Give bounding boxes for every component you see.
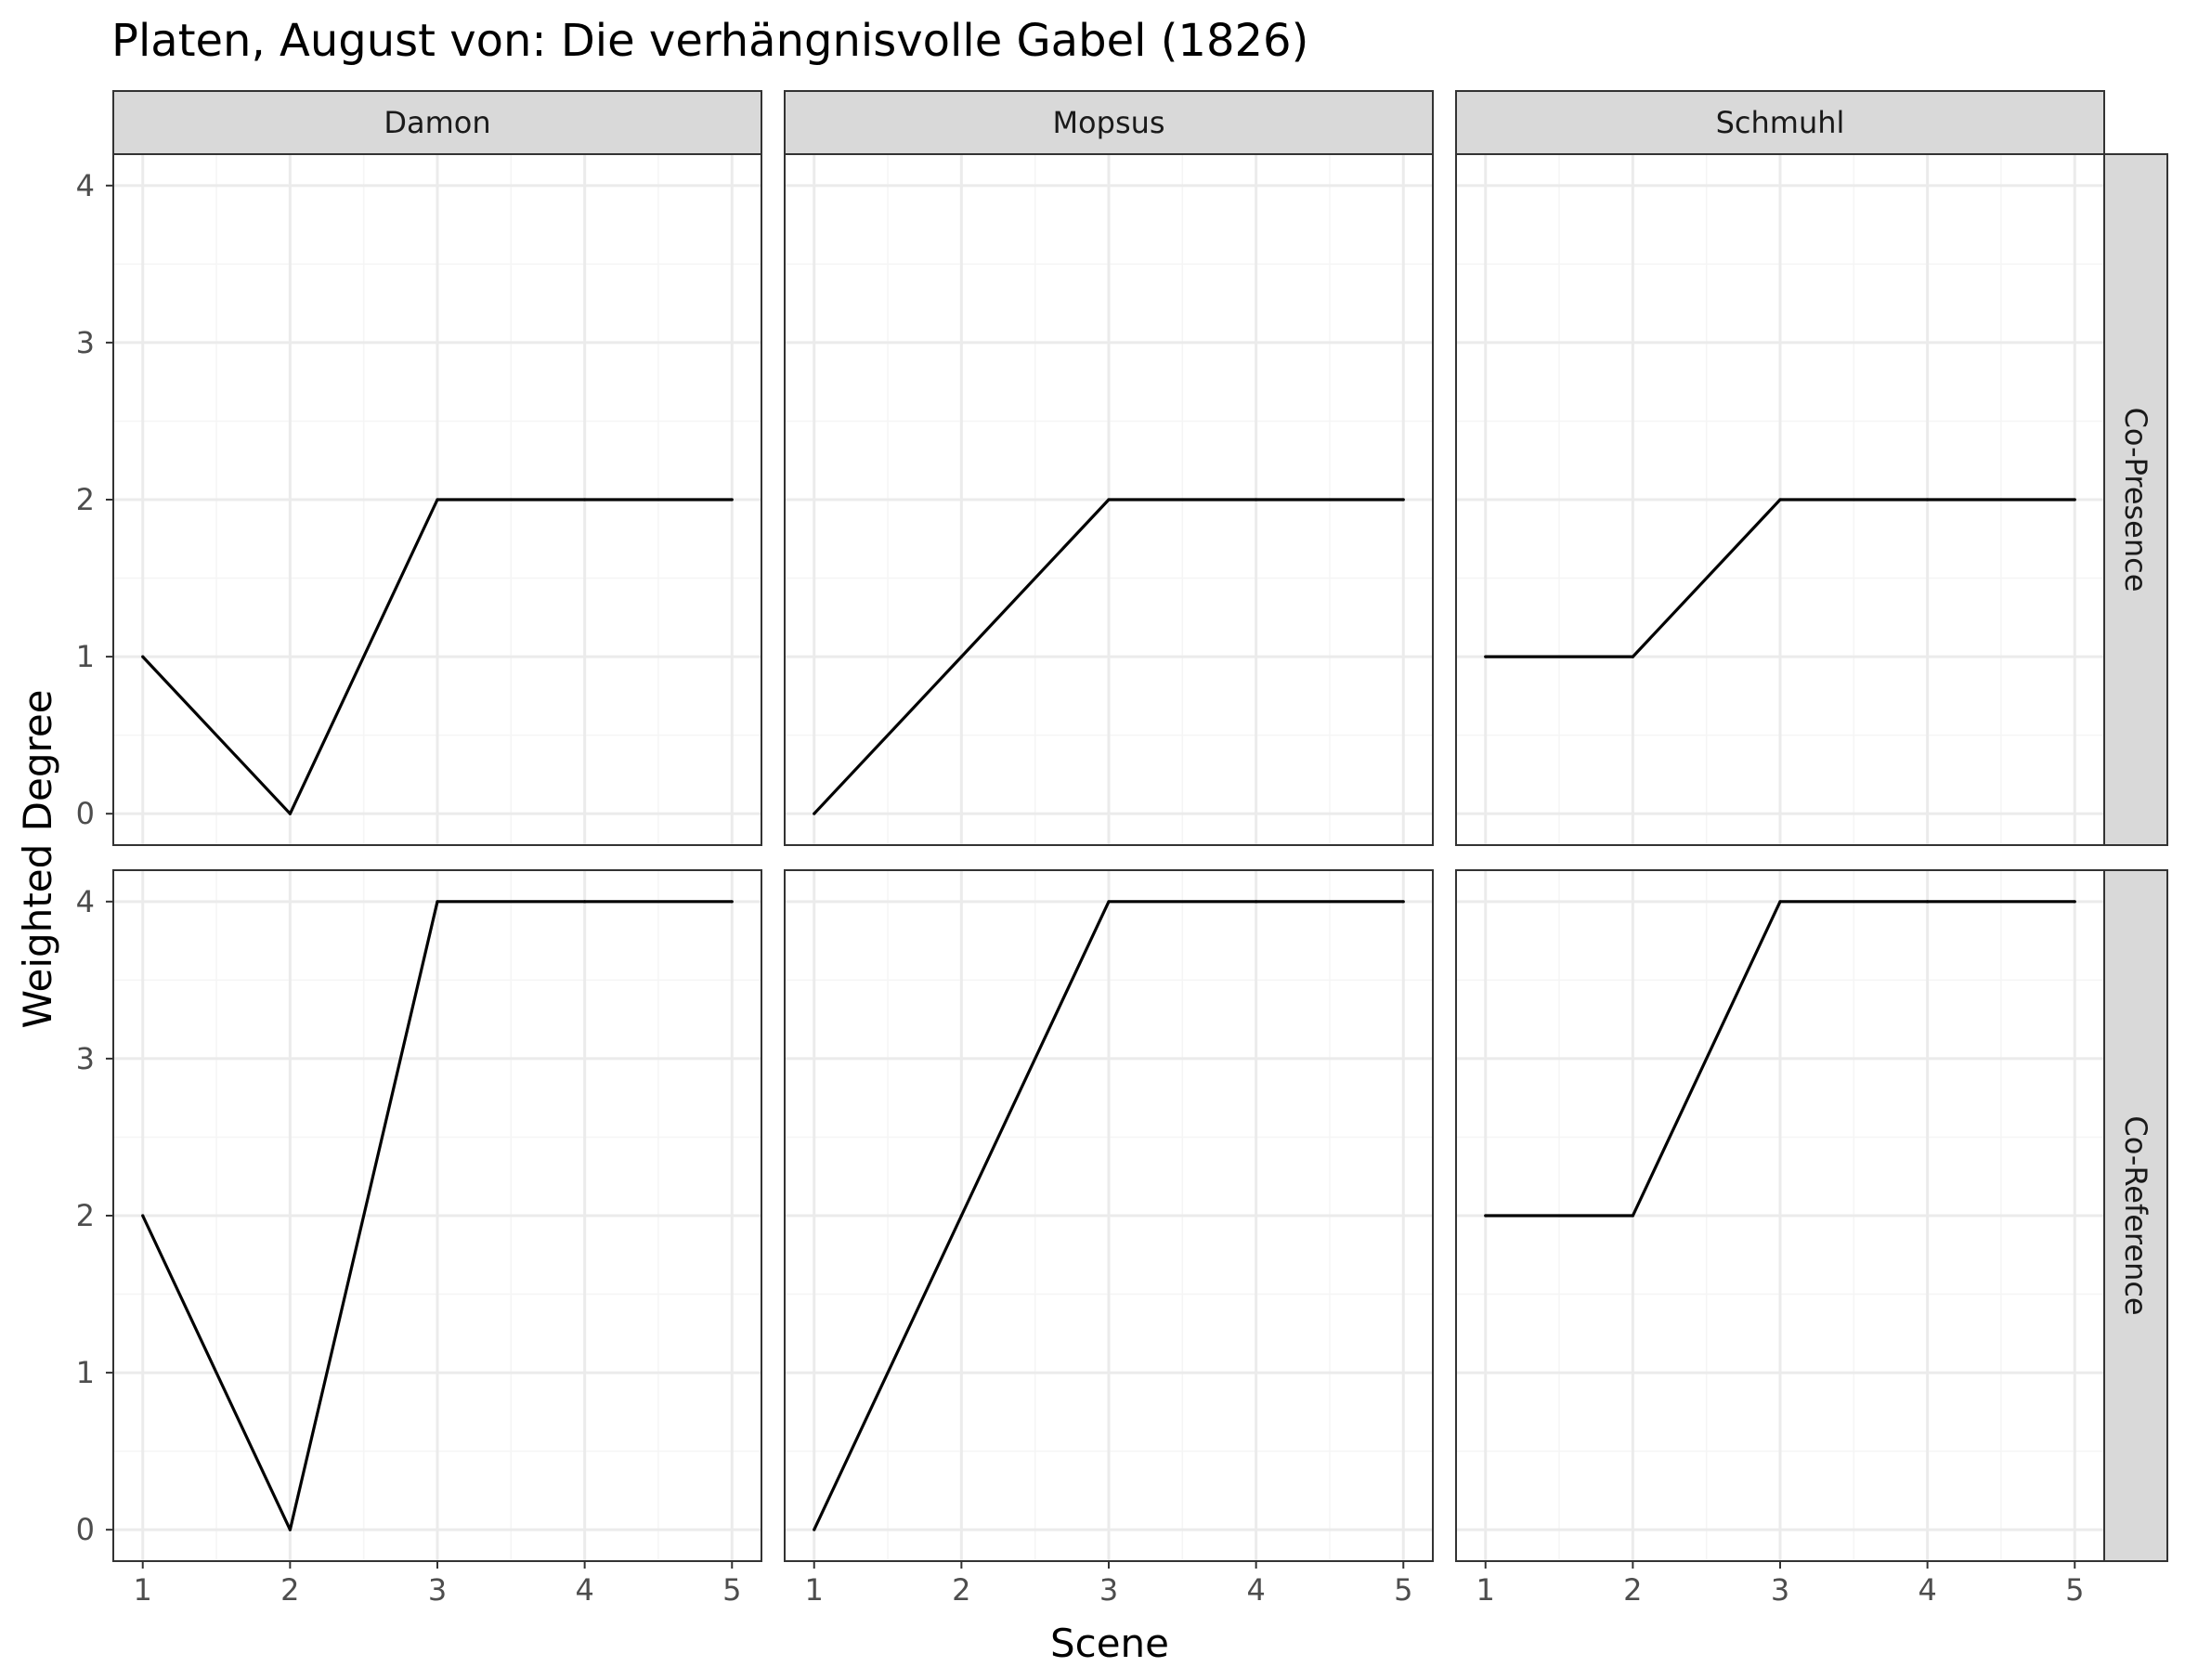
- data-point: [141, 655, 145, 658]
- y-tick-label: 1: [76, 639, 95, 674]
- data-point: [583, 498, 587, 501]
- data-point: [1255, 498, 1258, 501]
- data-point: [2073, 900, 2076, 904]
- data-point: [1631, 655, 1634, 658]
- y-tick-label: 3: [76, 1041, 95, 1076]
- data-point: [1107, 498, 1111, 501]
- data-point: [1107, 900, 1111, 904]
- data-point: [1778, 498, 1782, 501]
- strip-damon: [112, 90, 762, 155]
- x-tick-label: 2: [280, 1572, 299, 1608]
- panel-co-reference-damon: 0 1 2 3 4 1 2 3 4 5: [76, 869, 762, 1608]
- data-point: [288, 1528, 292, 1531]
- data-point: [813, 812, 816, 815]
- y-tick-label: 2: [76, 1198, 95, 1233]
- x-tick-label: 4: [1246, 1572, 1265, 1608]
- x-tick-label: 3: [1099, 1572, 1118, 1608]
- x-tick-label: 1: [1476, 1572, 1495, 1608]
- strip-mopsus: [784, 90, 1434, 155]
- x-axis-title: Scene: [1050, 1621, 1169, 1666]
- data-point: [1484, 1214, 1488, 1218]
- x-tick-label: 1: [134, 1572, 152, 1608]
- strip-label-damon: Damon: [384, 105, 490, 140]
- x-tick-label: 5: [722, 1572, 741, 1608]
- panel-co-presence-damon: 0 1 2 3 4: [76, 153, 762, 846]
- strip-co-reference: [2103, 869, 2168, 1562]
- strip-co-presence: [2103, 153, 2168, 846]
- y-tick-label: 0: [76, 796, 95, 831]
- data-point: [1255, 900, 1258, 904]
- x-tick-label: 5: [2065, 1572, 2084, 1608]
- data-point: [730, 900, 734, 904]
- data-point: [1778, 900, 1782, 904]
- x-tick-label: 1: [805, 1572, 824, 1608]
- data-point: [730, 498, 734, 501]
- x-tick-label: 3: [1771, 1572, 1789, 1608]
- y-tick-label: 2: [76, 482, 95, 517]
- x-tick-label: 4: [575, 1572, 593, 1608]
- data-point: [1926, 498, 1930, 501]
- panel-co-presence-schmuhl: [1455, 153, 2105, 846]
- data-point: [959, 655, 963, 658]
- strip-label-mopsus: Mopsus: [1052, 105, 1164, 140]
- x-tick-label: 2: [952, 1572, 970, 1608]
- panel-co-reference-schmuhl: 1 2 3 4 5: [1455, 869, 2105, 1608]
- x-tick-label: 5: [1394, 1572, 1412, 1608]
- data-point: [288, 812, 292, 815]
- y-tick-label: 1: [76, 1355, 95, 1390]
- data-point: [436, 498, 439, 501]
- data-point: [1926, 900, 1930, 904]
- data-point: [1631, 1214, 1634, 1218]
- strip-label-schmuhl: Schmuhl: [1716, 105, 1845, 140]
- y-tick-label: 4: [76, 884, 95, 919]
- data-point: [436, 900, 439, 904]
- y-tick-label: 4: [76, 168, 95, 203]
- panel-co-reference-mopsus: 1 2 3 4 5: [784, 869, 1434, 1608]
- data-point: [2073, 498, 2076, 501]
- data-point: [583, 900, 587, 904]
- data-point: [813, 1528, 816, 1531]
- data-point: [1484, 655, 1488, 658]
- strip-schmuhl: [1455, 90, 2105, 155]
- x-tick-label: 2: [1623, 1572, 1642, 1608]
- panel-co-presence-mopsus: [784, 153, 1434, 846]
- x-tick-label: 4: [1918, 1572, 1936, 1608]
- y-axis-title: Weighted Degree: [15, 689, 60, 1028]
- data-point: [141, 1214, 145, 1218]
- y-tick-label: 3: [76, 325, 95, 360]
- strip-label-co-reference: Co-Reference: [2118, 1115, 2153, 1315]
- panel-border: [1455, 153, 2105, 846]
- data-point: [1401, 498, 1405, 501]
- data-point: [959, 1214, 963, 1218]
- x-tick-label: 3: [428, 1572, 447, 1608]
- chart-title: Platen, August von: Die verhängnisvolle …: [111, 15, 1308, 67]
- facet-panels: Damon Mopsus Schmuhl Co-Presence Co-Referenc…: [76, 90, 2168, 1608]
- panel-border: [784, 153, 1434, 846]
- strip-label-co-presence: Co-Presence: [2118, 408, 2153, 593]
- data-point: [1401, 900, 1405, 904]
- y-tick-label: 0: [76, 1512, 95, 1547]
